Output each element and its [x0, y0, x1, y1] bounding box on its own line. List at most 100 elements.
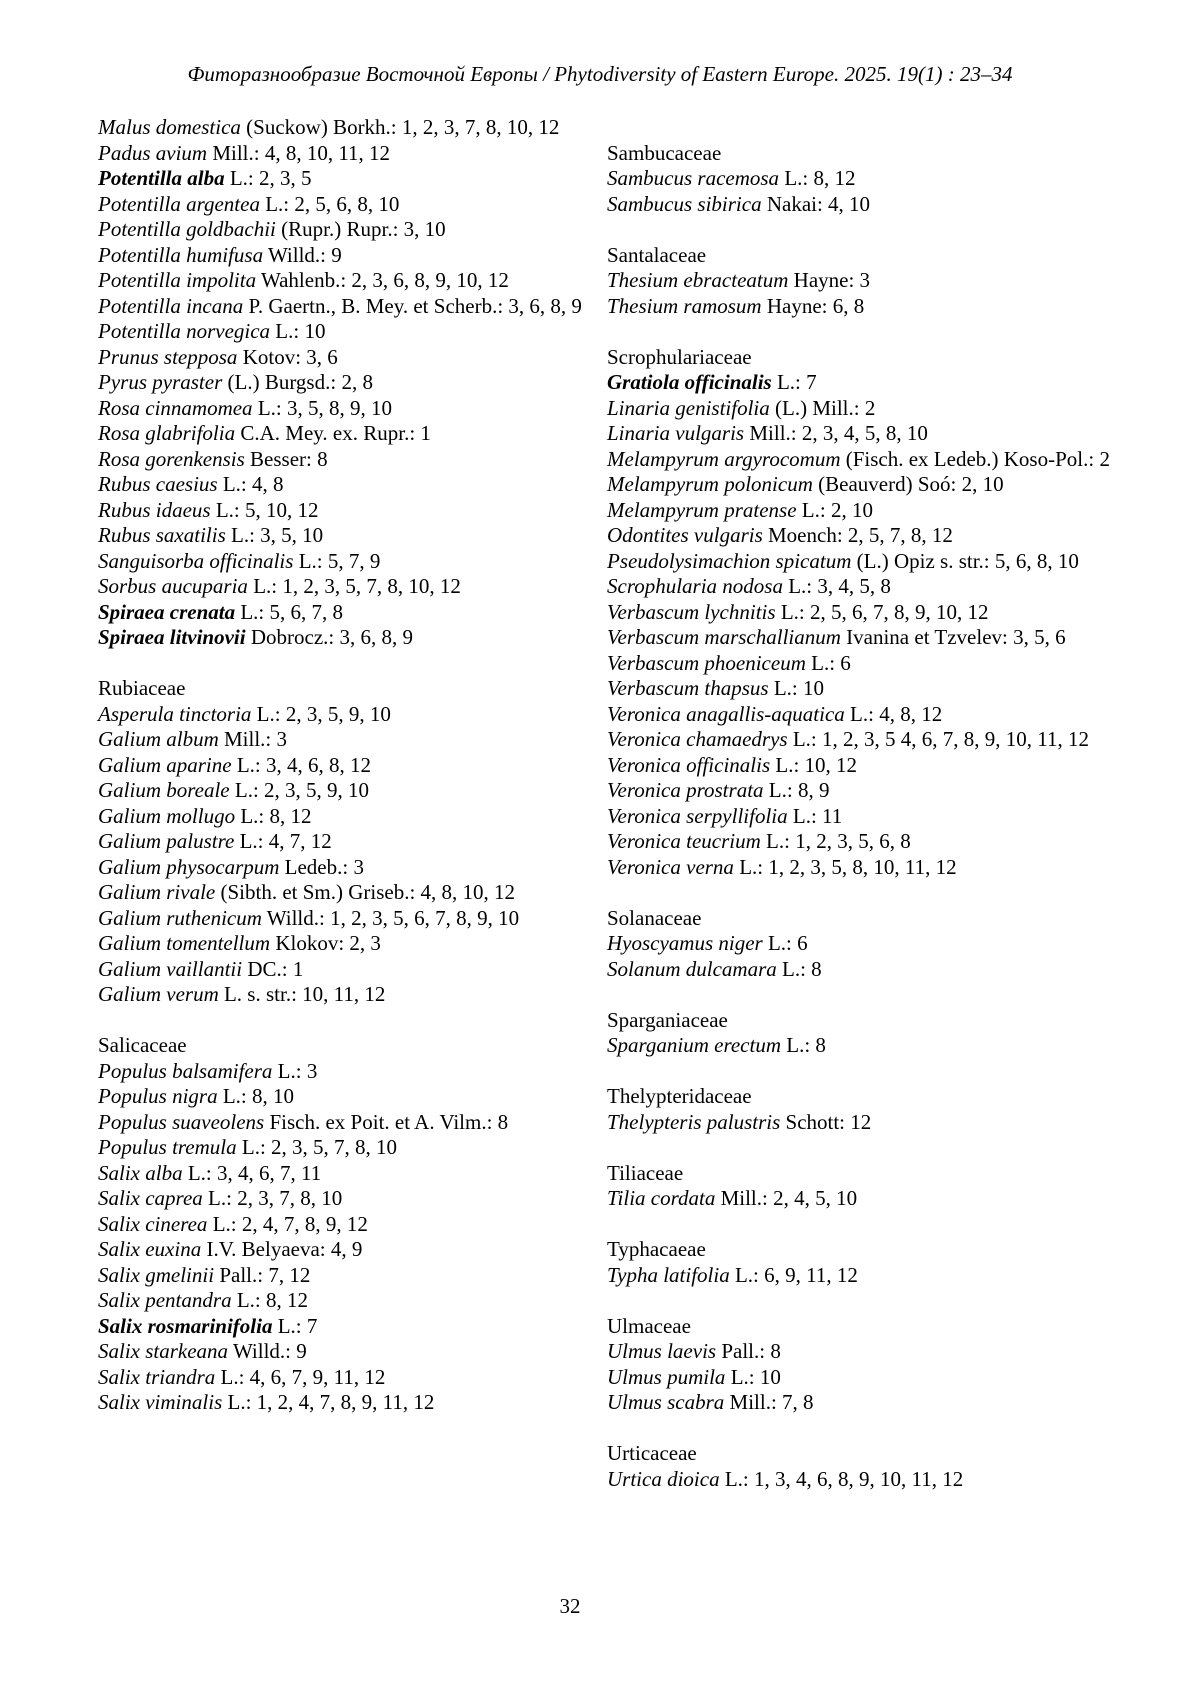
species-authority-pages: L.: 3, 4, 5, 8	[788, 574, 891, 598]
species-entry: Galium tomentellum Klokov: 2, 3	[98, 931, 592, 957]
species-entry: Rubus saxatilis L.: 3, 5, 10	[98, 523, 592, 549]
species-authority-pages: L.: 5, 10, 12	[215, 497, 319, 522]
species-name: Salix triandra	[98, 1364, 216, 1389]
species-authority-pages: L.: 8	[782, 956, 822, 981]
species-entry: Rosa cinnamomea L.: 3, 5, 8, 9, 10	[98, 396, 592, 422]
species-name: Potentilla incana	[98, 293, 244, 318]
species-entry: Potentilla impolita Wahlenb.: 2, 3, 6, 8…	[98, 268, 592, 294]
species-authority-pages: P. Gaertn., B. Mey. et Scherb.: 3, 6, 8,…	[248, 293, 582, 318]
species-entry: Salix starkeana Willd.: 9	[98, 1339, 592, 1365]
species-authority-pages: L.: 1, 2, 3, 5, 7, 8, 10, 12	[253, 574, 461, 598]
species-name: Pyrus pyraster	[98, 370, 223, 394]
family-heading: Solanaceae	[607, 905, 702, 930]
family-section: Ulmaceae Ulmus laevis Pall.: 8 Ulmus pumil…	[607, 1314, 1112, 1416]
family-section: Rubiaceae Asperula tinctoria L.: 2, 3, 5,…	[98, 676, 592, 1008]
species-entry: Prunus stepposa Kotov: 3, 6	[98, 345, 592, 371]
species-entry: Galium mollugo L.: 8, 12	[98, 804, 592, 830]
species-name: Rosa gorenkensis	[98, 446, 245, 471]
species-name: Spiraea crenata	[98, 599, 236, 624]
species-authority-pages: L.: 2, 3, 5	[229, 166, 312, 190]
species-name: Galium boreale	[98, 778, 230, 802]
family-heading: Salicaceae	[98, 1033, 187, 1057]
species-entry: Hyoscyamus niger L.: 6	[607, 931, 1112, 957]
species-name: Salix gmelinii	[98, 1262, 215, 1287]
species-entry: Salix rosmarinifolia L.: 7	[98, 1314, 592, 1340]
species-name: Malus domestica	[98, 115, 241, 139]
species-entry: Spiraea litvinovii Dobrocz.: 3, 6, 8, 9	[98, 625, 592, 651]
species-name: Hyoscyamus niger	[607, 931, 763, 955]
species-name: Salix pentandra	[98, 1288, 232, 1312]
species-entry: Potentilla humifusa Willd.: 9	[98, 243, 592, 269]
family-section: Urticaceae Urtica dioica L.: 1, 3, 4, 6, …	[607, 1441, 1112, 1492]
species-entry: Veronica officinalis L.: 10, 12	[607, 753, 1112, 779]
species-name: Veronica anagallis-aquatica	[607, 701, 845, 726]
species-entry: Salix triandra L.: 4, 6, 7, 9, 11, 12	[98, 1365, 592, 1391]
species-name: Sanguisorba officinalis	[98, 548, 294, 573]
species-authority-pages: L.: 2, 4, 7, 8, 9, 12	[212, 1211, 368, 1236]
species-entry: Galium aparine L.: 3, 4, 6, 8, 12	[98, 753, 592, 779]
species-authority-pages: Dobrocz.: 3, 6, 8, 9	[250, 625, 413, 649]
species-authority-pages: Ledeb.: 3	[284, 854, 364, 879]
species-entry: Potentilla goldbachii (Rupr.) Rupr.: 3, …	[98, 217, 592, 243]
species-entry: Typha latifolia L.: 6, 9, 11, 12	[607, 1263, 1112, 1289]
species-name: Rosa glabrifolia	[98, 421, 236, 445]
species-name: Galium palustre	[98, 829, 235, 853]
species-name: Thesium ramosum	[607, 293, 762, 318]
species-entry: Spiraea crenata L.: 5, 6, 7, 8	[98, 600, 592, 626]
species-name: Verbascum thapsus	[607, 676, 769, 700]
species-name: Veronica serpyllifolia	[607, 803, 788, 828]
species-authority-pages: (Fisch. ex Ledeb.) Koso-Pol.: 2	[845, 446, 1110, 471]
family-section: Typhacaeae Typha latifolia L.: 6, 9, 11, …	[607, 1237, 1112, 1288]
species-entry: Galium palustre L.: 4, 7, 12	[98, 829, 592, 855]
species-name: Ulmus laevis	[607, 1339, 717, 1363]
species-entry: Padus avium Mill.: 4, 8, 10, 11, 12	[98, 141, 592, 167]
species-authority-pages: Pall.: 8	[721, 1339, 781, 1363]
family-heading: Typhacaeae	[607, 1237, 706, 1261]
family-heading: Thelypteridaceae	[607, 1084, 752, 1108]
page-number: 32	[559, 1594, 581, 1618]
species-entry: Galium album Mill.: 3	[98, 727, 592, 753]
species-name: Rosa cinnamomea	[98, 395, 253, 420]
species-authority-pages: I.V. Belyaeva: 4, 9	[206, 1237, 363, 1261]
species-authority-pages: Mill.: 4, 8, 10, 11, 12	[212, 140, 391, 165]
family-section: Tiliaceae Tilia cordata Mill.: 2, 4, 5, 1…	[607, 1161, 1112, 1212]
species-authority-pages: (L.) Burgsd.: 2, 8	[227, 370, 373, 394]
species-authority-pages: L.: 5, 6, 7, 8	[240, 599, 344, 624]
species-authority-pages: Hayne: 3	[793, 268, 871, 292]
species-name: Galium verum	[98, 982, 219, 1006]
family-heading: Urticaceae	[607, 1441, 697, 1465]
species-entry: Potentilla argentea L.: 2, 5, 6, 8, 10	[98, 192, 592, 218]
species-authority-pages: (Rupr.) Rupr.: 3, 10	[281, 217, 446, 241]
species-name: Ulmus pumila	[607, 1364, 726, 1389]
species-name: Potentilla humifusa	[98, 242, 264, 267]
species-entry: Galium rivale (Sibth. et Sm.) Griseb.: 4…	[98, 880, 592, 906]
species-name: Veronica chamaedrys	[607, 727, 788, 751]
species-entry: Verbascum lychnitis L.: 2, 5, 6, 7, 8, 9…	[607, 600, 1112, 626]
species-name: Asperula tinctoria	[98, 701, 252, 726]
species-authority-pages: L.: 7	[776, 370, 817, 394]
species-name: Galium rivale	[98, 880, 216, 904]
species-authority-pages: (Beauverd) Soó: 2, 10	[818, 472, 1004, 496]
species-name: Salix starkeana	[98, 1339, 229, 1363]
family-heading: Rubiaceae	[98, 676, 186, 700]
species-name: Salix rosmarinifolia	[98, 1313, 273, 1338]
family-heading: Tiliaceae	[607, 1160, 684, 1185]
species-authority-pages: L.: 5, 7, 9	[298, 548, 381, 573]
species-entry: Galium ruthenicum Willd.: 1, 2, 3, 5, 6,…	[98, 906, 592, 932]
species-entry: Thesium ramosum Hayne: 6, 8	[607, 294, 1112, 320]
species-name: Salix alba	[98, 1160, 183, 1185]
species-authority-pages: Willd.: 9	[232, 1339, 307, 1363]
species-authority-pages: L.: 2, 5, 6, 7, 8, 9, 10, 12	[780, 599, 989, 624]
species-entry: Sanguisorba officinalis L.: 5, 7, 9	[98, 549, 592, 575]
species-authority-pages: L.: 6	[767, 931, 808, 955]
species-name: Verbascum marschallianum	[607, 625, 841, 649]
species-name: Spiraea litvinovii	[98, 625, 246, 649]
species-entry: Urtica dioica L.: 1, 3, 4, 6, 8, 9, 10, …	[607, 1467, 1112, 1493]
family-heading: Sambucaceae	[607, 140, 722, 165]
species-entry: Ulmus laevis Pall.: 8	[607, 1339, 1112, 1365]
species-entry: Melampyrum polonicum (Beauverd) Soó: 2, …	[607, 472, 1112, 498]
species-entry: Melampyrum pratense L.: 2, 10	[607, 498, 1112, 524]
species-authority-pages: L.: 8, 10	[222, 1084, 295, 1108]
species-authority-pages: L.: 4, 8, 12	[850, 701, 943, 726]
species-authority-pages: Willd.: 1, 2, 3, 5, 6, 7, 8, 9, 10	[266, 905, 520, 930]
